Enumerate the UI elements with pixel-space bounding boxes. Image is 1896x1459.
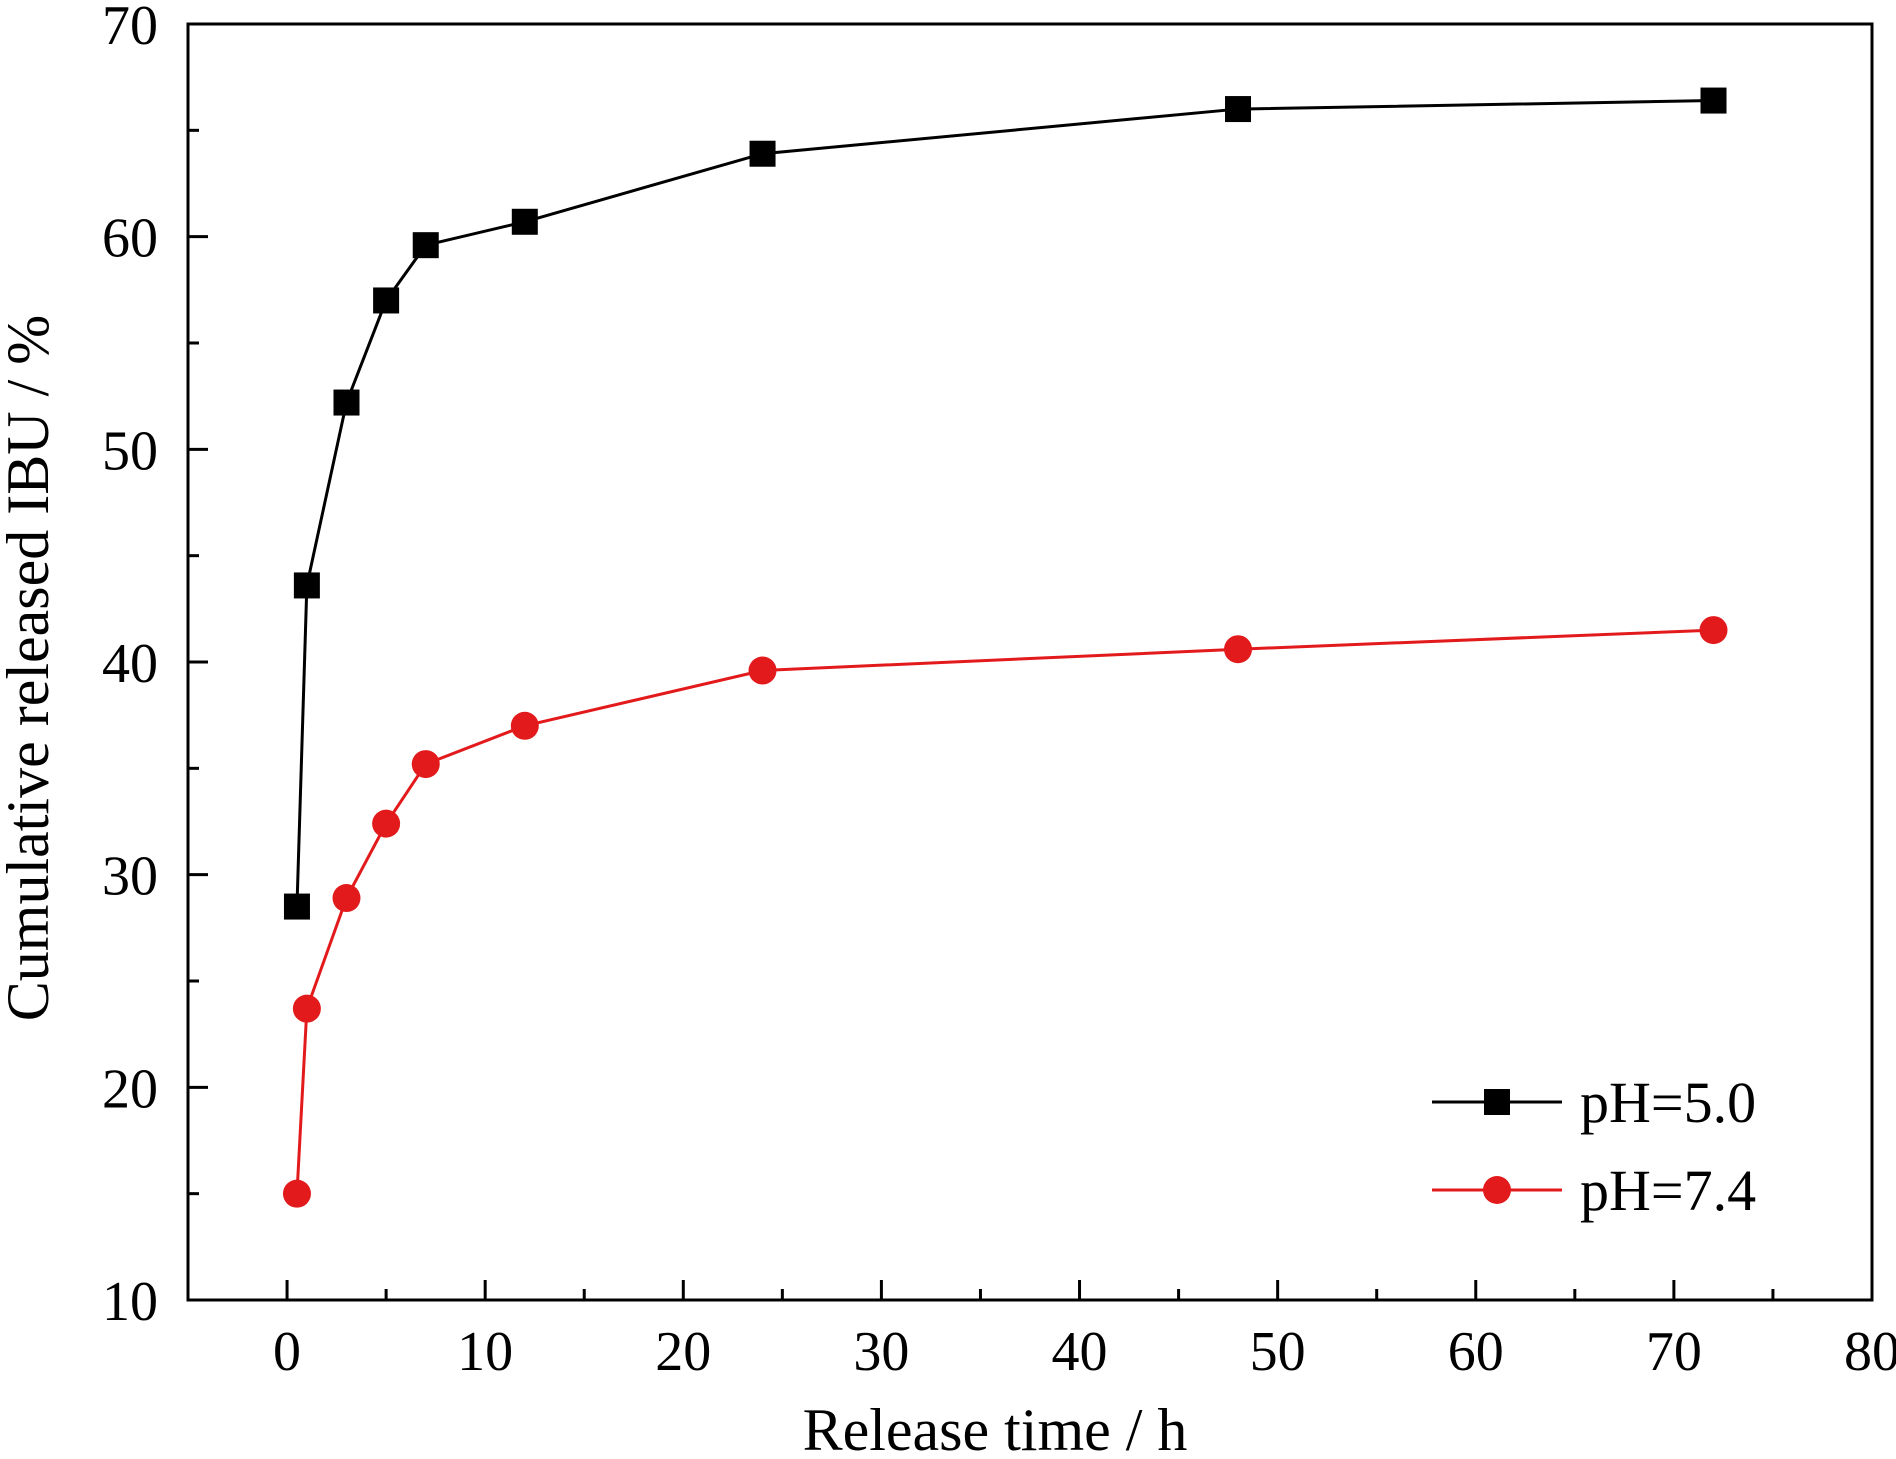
series-1	[283, 87, 1727, 920]
axes: 0 10 20 30 40 50 60 70 80 10 20 30 40 50 60 70	[102, 0, 1896, 1383]
x-tick-label: 20	[655, 1321, 711, 1383]
legend-item: pH=5.0	[1432, 1070, 1756, 1135]
y-tick-label: 30	[102, 846, 158, 908]
y-tick-label: 20	[102, 1058, 158, 1120]
series-2	[282, 616, 1728, 1208]
data-point	[283, 893, 310, 920]
data-point	[510, 711, 539, 740]
legend-marker	[1484, 1089, 1510, 1115]
data-point	[372, 809, 401, 838]
data-point	[333, 389, 360, 416]
data-point	[1224, 635, 1253, 664]
data-point	[748, 656, 777, 685]
x-tick-label: 30	[853, 1321, 909, 1383]
legend: pH=5.0 pH=7.4	[1432, 1070, 1756, 1223]
data-point	[511, 208, 538, 235]
y-axis-title: Cumulative released IBU / %	[0, 315, 61, 1021]
y-tick-label: 50	[102, 420, 158, 482]
data-point	[1699, 616, 1728, 645]
x-tick-label: 80	[1844, 1321, 1896, 1383]
data-point	[1700, 87, 1727, 114]
y-tick-label: 60	[102, 208, 158, 270]
y-tick-label: 70	[102, 0, 158, 57]
data-point	[1225, 96, 1252, 123]
y-tick-label: 10	[102, 1271, 158, 1333]
x-tick-label: 60	[1448, 1321, 1504, 1383]
data-point	[373, 287, 400, 314]
data-point	[332, 884, 361, 913]
x-tick-label: 40	[1052, 1321, 1108, 1383]
data-point	[411, 750, 440, 779]
x-axis-title: Release time / h	[803, 1397, 1188, 1459]
series-line	[295, 99, 1714, 907]
data-point	[292, 994, 321, 1023]
legend-label: pH=7.4	[1580, 1158, 1756, 1223]
x-tick-label: 50	[1250, 1321, 1306, 1383]
series-layer	[282, 87, 1728, 1208]
x-tick-label: 70	[1646, 1321, 1702, 1383]
x-tick-label: 0	[273, 1321, 301, 1383]
data-point	[749, 140, 776, 167]
legend-marker	[1483, 1176, 1511, 1204]
data-point	[293, 572, 320, 599]
legend-label: pH=5.0	[1580, 1070, 1756, 1135]
data-point	[412, 232, 439, 259]
legend-item: pH=7.4	[1432, 1158, 1756, 1223]
data-point	[282, 1179, 311, 1208]
y-tick-label: 40	[102, 633, 158, 695]
x-tick-label: 10	[457, 1321, 513, 1383]
